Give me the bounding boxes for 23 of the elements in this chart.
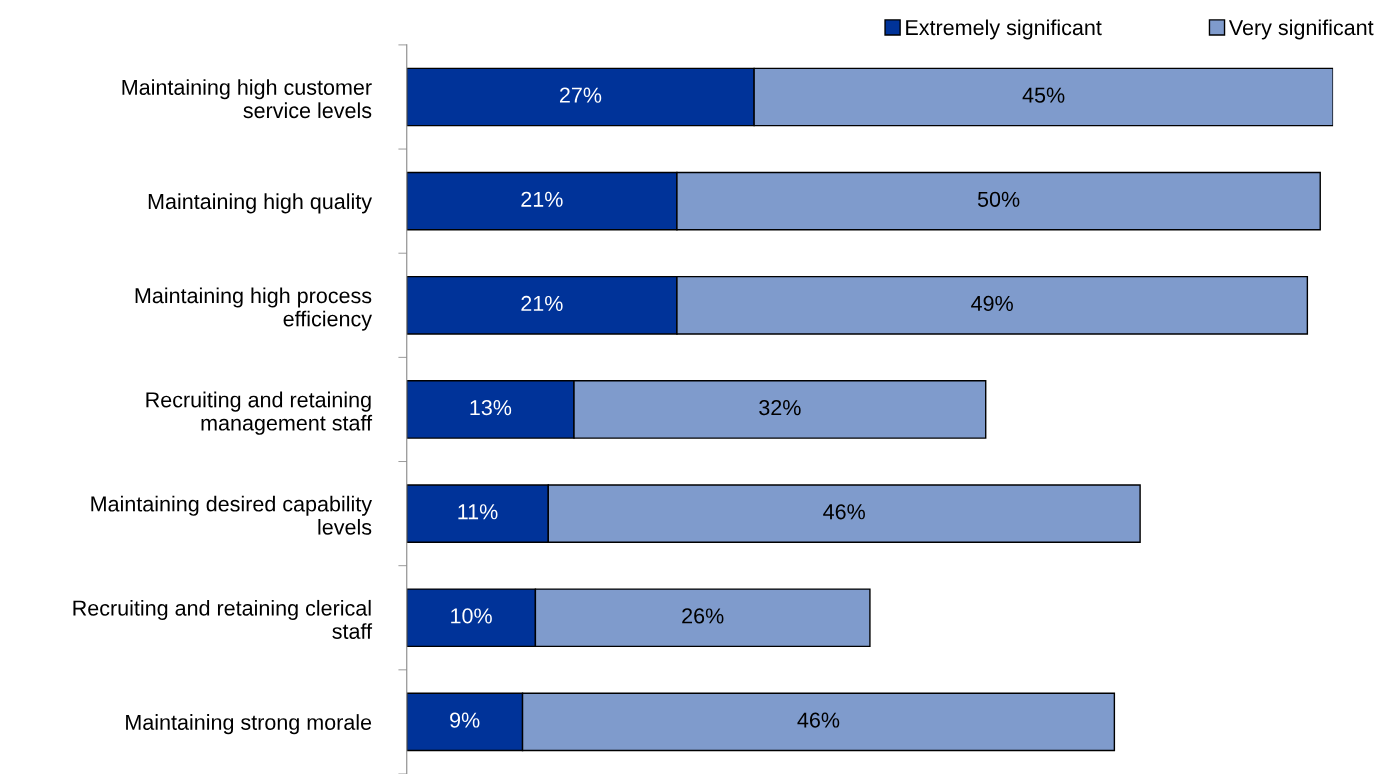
data-label: 45% [1022, 87, 1065, 103]
y-tick-label: Recruiting and retaining clerical staff [73, 599, 373, 639]
y-tick-label: Maintaining high customer service levels [122, 79, 372, 119]
data-label: 26% [682, 608, 724, 624]
y-tick-label: Recruiting and retaining management staff [146, 391, 373, 435]
y-tick-label: Maintaining high quality [148, 193, 373, 214]
data-label: 49% [971, 295, 1013, 312]
legend-label: Extremely significant [906, 19, 1102, 40]
y-tick-label: Maintaining desired capability levels [91, 495, 373, 535]
y-tick-label: Maintaining strong morale [126, 714, 372, 735]
legend-label: Very significant [1228, 19, 1374, 40]
data-label: 10% [451, 608, 492, 624]
data-label: 32% [759, 399, 801, 416]
data-label: 9% [450, 712, 480, 728]
data-label: 13% [470, 399, 512, 416]
data-label: 11% [458, 504, 498, 520]
y-tick-label: Maintaining high process efficiency [135, 287, 372, 331]
data-label: 50% [977, 191, 1020, 207]
data-label: 27% [559, 87, 602, 103]
data-label: 21% [521, 295, 563, 311]
data-label: 46% [797, 712, 840, 728]
data-label: 21% [521, 191, 563, 207]
data-label: 46% [823, 504, 865, 520]
